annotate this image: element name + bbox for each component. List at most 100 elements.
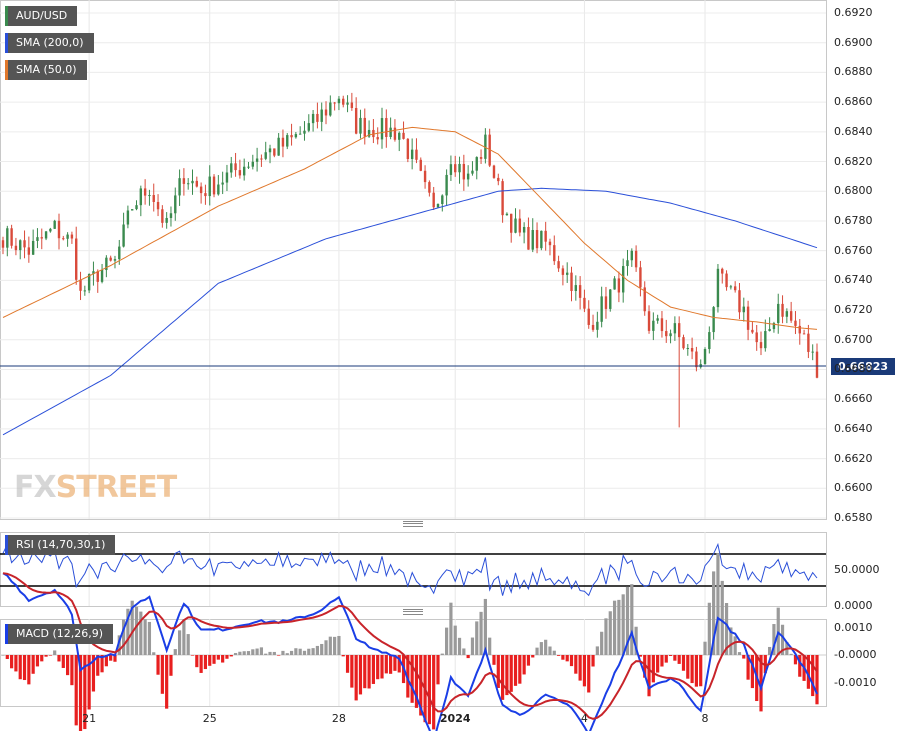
candle-body	[152, 195, 155, 202]
macd-histogram-bar	[315, 645, 320, 655]
candle-body	[169, 213, 173, 218]
candle-body	[768, 329, 771, 332]
pane-resize-handle-rsi[interactable]	[403, 521, 423, 527]
price-pane	[0, 0, 827, 520]
candle-body	[27, 247, 31, 255]
candle-body	[733, 286, 737, 291]
macd-histogram-bar	[53, 650, 57, 655]
candle-body	[759, 342, 763, 349]
candle-body	[126, 210, 130, 225]
macd-histogram-bar	[535, 647, 539, 655]
macd-histogram-bar	[505, 655, 509, 696]
candle-body	[802, 333, 806, 335]
macd-histogram-bar	[750, 655, 754, 689]
macd-histogram-bar	[410, 655, 414, 703]
macd-histogram-bar	[634, 626, 638, 655]
macd-histogram-bar	[742, 655, 746, 659]
candle-body	[695, 351, 698, 368]
legend-symbol[interactable]: AUD/USD	[5, 6, 78, 26]
legend-rsi[interactable]: RSI (14,70,30,1)	[5, 535, 116, 555]
candle-body	[764, 331, 767, 349]
fxstreet-watermark-logo: FXSTREET	[14, 470, 177, 505]
candle-body	[647, 311, 651, 331]
macd-histogram-bar	[772, 624, 776, 655]
last-price-label: 0.66823	[831, 358, 895, 375]
candle-body	[186, 183, 190, 185]
candle-body	[217, 184, 220, 195]
candle-body	[367, 129, 371, 137]
candle-body	[566, 272, 569, 275]
macd-histogram-bar	[40, 655, 44, 662]
candle-body	[247, 166, 250, 168]
macd-histogram-bar	[350, 655, 354, 688]
macd-histogram-bar	[272, 651, 276, 655]
candle-body	[738, 290, 741, 313]
macd-histogram-bar	[806, 655, 810, 689]
candle-body	[501, 181, 504, 216]
price-tick-label: 0.6780	[834, 213, 873, 227]
macd-histogram-bar	[457, 637, 462, 655]
macd-histogram-bar	[703, 641, 707, 655]
rsi-tick-label: 0.0000	[834, 599, 873, 612]
candle-body	[690, 348, 694, 352]
price-tick-label: 0.6860	[834, 95, 873, 109]
macd-plot	[0, 553, 826, 731]
legend-macd[interactable]: MACD (12,26,9)	[5, 624, 114, 644]
macd-histogram-bar	[729, 627, 733, 655]
macd-histogram-bar	[466, 655, 470, 659]
price-tick-label: 0.6720	[834, 303, 873, 317]
macd-histogram-bar	[556, 655, 561, 656]
candle-body	[53, 220, 56, 229]
macd-tick-label: -0.0010	[834, 675, 877, 689]
macd-histogram-bar	[186, 634, 190, 655]
macd-histogram-bar	[419, 655, 423, 716]
time-tick-label: 21	[82, 712, 97, 725]
macd-histogram-bar	[147, 621, 152, 655]
macd-histogram-bar	[475, 621, 479, 655]
candle-body	[178, 178, 181, 196]
candle-body	[587, 308, 590, 325]
candle-body	[251, 161, 254, 167]
candle-body	[652, 320, 655, 331]
macd-histogram-bar	[182, 619, 186, 655]
candle-body	[113, 259, 117, 261]
macd-histogram-bar	[238, 651, 242, 655]
candle-body	[462, 163, 466, 180]
macd-histogram-bar	[440, 653, 444, 655]
macd-histogram-bar	[281, 650, 285, 655]
macd-histogram-bar	[10, 655, 14, 669]
candle-body	[10, 228, 13, 246]
macd-histogram-bar	[432, 655, 436, 730]
macd-histogram-bar	[341, 655, 345, 657]
macd-histogram-bar	[307, 648, 311, 655]
macd-histogram-bar	[453, 625, 457, 655]
macd-histogram-bar	[233, 653, 238, 655]
macd-histogram-bar	[195, 655, 199, 668]
candle-body	[75, 238, 78, 280]
candle-body	[419, 159, 422, 171]
candle-body	[561, 268, 565, 275]
macd-histogram-bar	[18, 655, 22, 680]
macd-histogram-bar	[569, 655, 574, 667]
macd-histogram-bar	[617, 599, 621, 655]
candle-body	[57, 220, 61, 239]
legend-sma50[interactable]: SMA (50,0)	[5, 60, 87, 80]
candle-body	[639, 267, 642, 288]
macd-histogram-bar	[724, 602, 729, 655]
macd-histogram-bar	[470, 637, 475, 655]
legend-sma200[interactable]: SMA (200,0)	[5, 33, 94, 53]
time-tick-label: 4	[580, 712, 588, 725]
candle-body	[454, 164, 457, 173]
candle-body	[527, 227, 530, 250]
macd-histogram-bar	[380, 655, 384, 679]
macd-histogram-bar	[625, 586, 630, 655]
macd-histogram-bar	[690, 655, 694, 684]
candle-body	[118, 246, 121, 260]
macd-histogram-bar	[165, 655, 169, 709]
pane-resize-handle-macd[interactable]	[403, 609, 423, 615]
price-tick-label: 0.6600	[834, 481, 873, 495]
macd-histogram-bar	[221, 655, 225, 663]
macd-histogram-bar	[716, 553, 720, 655]
candle-body	[484, 134, 487, 159]
candle-body	[660, 318, 664, 332]
